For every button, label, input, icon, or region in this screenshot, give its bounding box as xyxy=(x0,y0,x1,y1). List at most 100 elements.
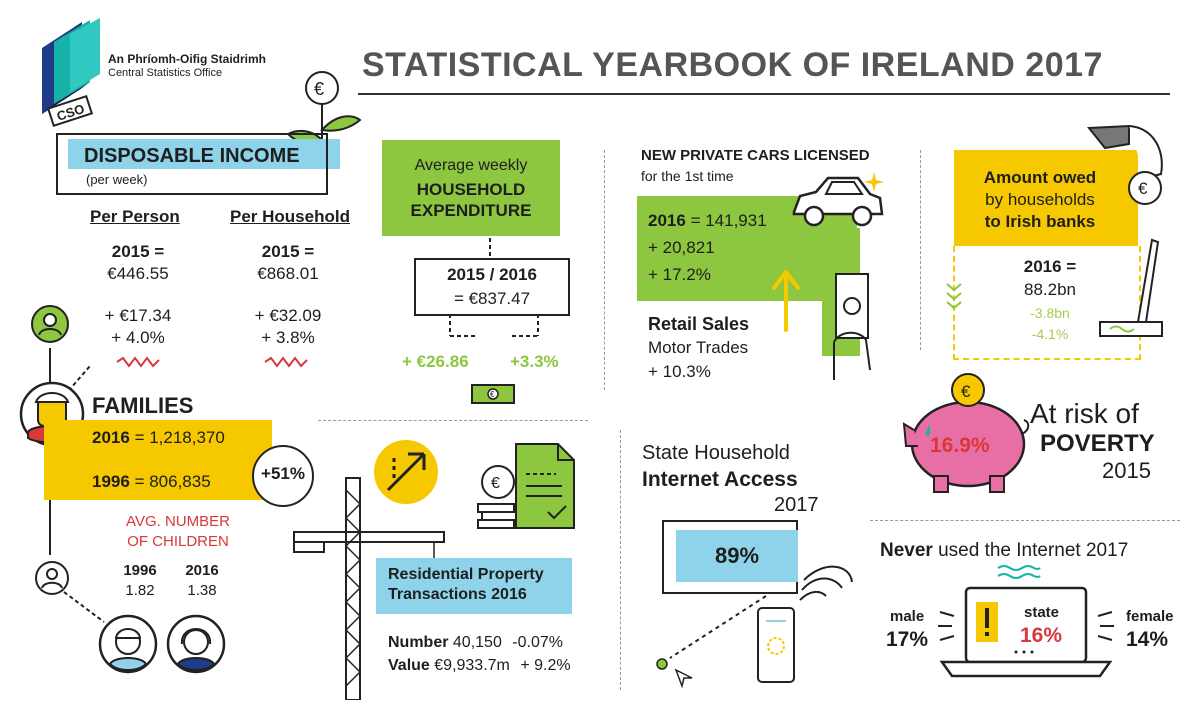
poverty-line1: At risk of xyxy=(1030,398,1139,429)
cso-logo: CSO xyxy=(42,18,100,127)
retail-change: + 10.3% xyxy=(648,362,711,381)
owed-line2: by households xyxy=(985,190,1095,209)
families-2016-label: 2016 xyxy=(92,428,130,447)
internet-line2: Internet Access xyxy=(642,468,798,491)
disposable-income-title: DISPOSABLE INCOME xyxy=(84,145,300,167)
families-change: +51% xyxy=(261,464,305,483)
cars-change-abs: + 20,821 xyxy=(648,238,715,257)
children-2016-value: 1.38 xyxy=(187,582,217,599)
never-used-title-rest: used the Internet 2017 xyxy=(938,540,1129,561)
internet-year: 2017 xyxy=(774,494,819,516)
residential-value-row: Value €9,933.7m + 9.2% xyxy=(388,657,571,675)
owed-dashed-frame xyxy=(953,246,1141,360)
hand-banknote-icon xyxy=(833,273,871,380)
families-1996-label: 1996 xyxy=(92,472,130,491)
section-divider xyxy=(620,430,621,690)
cars-title: NEW PRIVATE CARS LICENSED xyxy=(641,147,870,164)
owed-change-pct: -4.1% xyxy=(1031,326,1069,342)
never-used-title: Never used the Internet 2017 xyxy=(880,540,1128,562)
retail-subtitle: Motor Trades xyxy=(648,338,749,357)
up-arrow-icon xyxy=(772,270,800,332)
pen-icon xyxy=(1099,238,1163,338)
crane-icon xyxy=(293,477,445,700)
car-icon xyxy=(792,172,884,227)
boy-icon xyxy=(98,614,158,674)
section-divider xyxy=(870,520,1180,521)
children-1996-value: 1.82 xyxy=(125,582,155,599)
squiggle-decoration xyxy=(264,356,308,368)
document-icon xyxy=(515,443,575,529)
wave-decoration xyxy=(997,565,1041,579)
expenditure-line2: HOUSEHOLD xyxy=(416,180,526,199)
disposable-income-highlight xyxy=(68,139,340,169)
poverty-value: 16.9% xyxy=(930,434,990,457)
title-underline xyxy=(358,93,1170,95)
families-box xyxy=(44,420,272,500)
down-chevrons-icon xyxy=(946,283,962,310)
expenditure-change-abs: + €26.86 xyxy=(402,352,469,371)
expenditure-value-box xyxy=(414,258,570,316)
laptop-warning-icon xyxy=(938,586,1114,678)
girl-icon xyxy=(166,614,226,674)
residential-number-label: Number xyxy=(388,634,449,651)
cars-subtitle: for the 1st time xyxy=(641,168,734,184)
owed-line3: to Irish banks xyxy=(984,212,1096,231)
piggy-coin-euro: € xyxy=(961,382,971,401)
money-note-euro: € xyxy=(490,390,495,399)
cars-year: 2016 xyxy=(648,211,686,230)
female-value: 14% xyxy=(1126,628,1169,651)
owed-year: 2016 = xyxy=(1023,257,1077,276)
children-2016-year: 2016 xyxy=(185,562,219,579)
families-change-circle xyxy=(252,445,314,507)
never-used-title-bold: Never xyxy=(880,540,933,561)
residential-number-change: -0.07% xyxy=(512,634,563,651)
families-1996-line: 1996 = 806,835 xyxy=(92,472,211,492)
per-household-label: Per Household xyxy=(230,207,350,226)
expenditure-box xyxy=(382,140,560,236)
retail-title: Retail Sales xyxy=(648,314,750,334)
per-person-change-pct: + 4.0% xyxy=(111,328,165,347)
residential-number-value: 40,150 xyxy=(452,634,502,651)
families-2016-value: = 1,218,370 xyxy=(134,428,225,447)
female-label: female xyxy=(1126,608,1174,625)
cars-value: = 141,931 xyxy=(690,211,767,230)
owed-line1: Amount owed xyxy=(983,168,1097,187)
expenditure-change-pct: +3.3% xyxy=(510,352,559,371)
coin-stack-icon: € xyxy=(477,465,519,529)
connector-lines xyxy=(449,238,539,337)
per-household-change-abs: + €32.09 xyxy=(254,306,322,325)
cars-line-2016: 2016 = 141,931 xyxy=(648,211,767,231)
svg-text:€: € xyxy=(314,79,324,99)
avg-children-line1: AVG. NUMBER xyxy=(126,513,230,530)
state-label: state xyxy=(1024,604,1060,621)
families-2016-line: 2016 = 1,218,370 xyxy=(92,428,225,448)
male-value: 17% xyxy=(886,628,929,651)
per-person-value: €446.55 xyxy=(107,264,169,283)
per-person-label: Per Person xyxy=(90,207,180,226)
state-value: 16% xyxy=(1020,624,1063,647)
per-household-value: €868.01 xyxy=(257,264,319,283)
male-label: male xyxy=(890,608,925,625)
page-title: STATISTICAL YEARBOOK OF IRELAND 2017 xyxy=(362,46,1103,84)
coin-stack-euro: € xyxy=(491,475,500,492)
cars-change-pct: + 17.2% xyxy=(648,265,711,284)
growth-arrow-icon xyxy=(374,440,438,504)
internet-fill xyxy=(676,530,798,582)
residential-value-value: €9,933.7m xyxy=(434,657,510,674)
per-household-change-pct: + 3.8% xyxy=(261,328,315,347)
owed-box xyxy=(954,150,1138,246)
residential-box xyxy=(376,558,572,614)
section-divider xyxy=(604,150,605,390)
poverty-year: 2015 xyxy=(1102,458,1151,483)
disposable-income-subtitle: (per week) xyxy=(86,172,148,187)
hand-coin-euro: € xyxy=(1138,179,1148,198)
org-name-english: Central Statistics Office xyxy=(108,67,223,79)
owed-value: 88.2bn xyxy=(1024,280,1076,299)
per-person-change-abs: + €17.34 xyxy=(104,306,172,325)
per-household-year: 2015 = xyxy=(261,242,315,261)
residential-title-line2: Transactions 2016 xyxy=(388,586,527,603)
internet-line1: State Household xyxy=(642,442,790,464)
person-outline-icon xyxy=(35,561,69,595)
disposable-income-box xyxy=(56,133,328,195)
money-note-icon: € xyxy=(471,384,515,404)
